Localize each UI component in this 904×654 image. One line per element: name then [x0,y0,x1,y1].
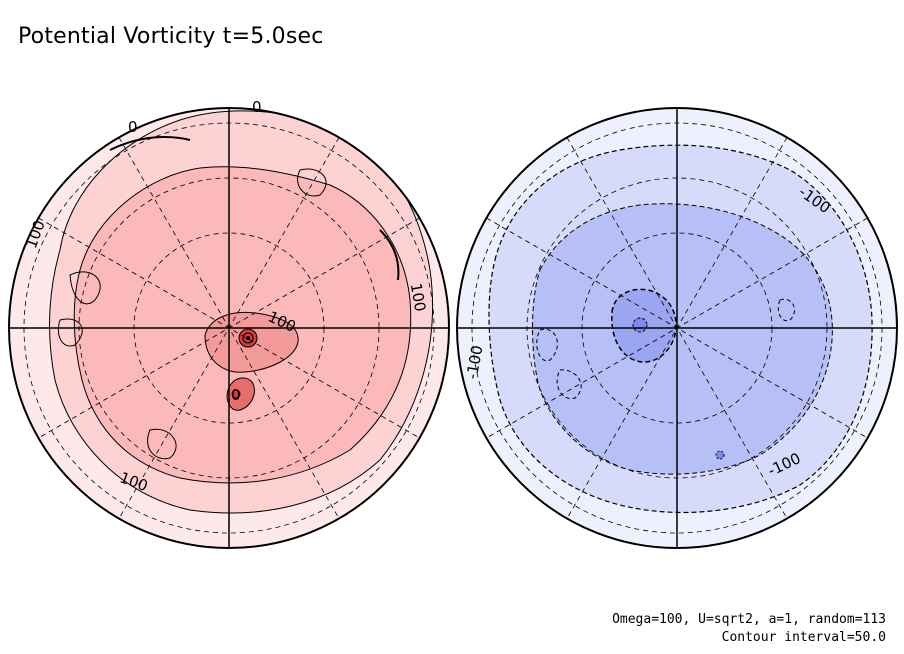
north-hemisphere-map: 0 0 100 100 100 100 0 [8,98,450,549]
south-grid [456,107,898,549]
north-grid [8,107,450,549]
south-label-neg100-left: -100 [463,344,487,381]
south-fill-level-3 [532,203,833,475]
north-label-0-left: 0 [128,118,138,136]
south-fill-level-5 [632,317,648,333]
contour-interval-text: Contour interval=50.0 [721,630,886,645]
south-hemisphere-map: -100 -100 -100 [456,107,898,549]
north-label-0-top: 0 [252,98,262,116]
figure-title: Potential Vorticity t=5.0sec [18,24,324,49]
north-label-0-center: 0 [231,386,241,404]
north-label-100-right: 100 [407,282,430,313]
parameters-text: Omega=100, U=sqrt2, a=1, random=113 [612,612,886,627]
